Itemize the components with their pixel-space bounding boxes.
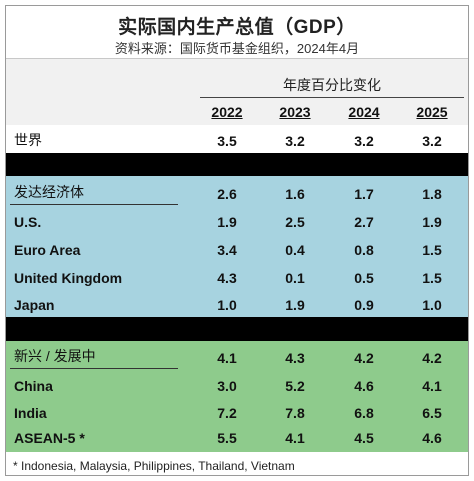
label-underline: [10, 368, 178, 369]
cell-value: 4.1: [422, 378, 442, 394]
cell-value: 1.0: [422, 297, 442, 313]
row-label: 新兴 / 发展中: [14, 348, 96, 364]
column-header-band: 年度百分比变化 2022 2023 2024 2025: [6, 58, 468, 125]
row-label: China: [14, 378, 53, 394]
cell-value: 0.8: [354, 242, 374, 258]
year-header-2025: 2025: [416, 104, 448, 120]
year-header-2024: 2024: [348, 104, 380, 120]
cell-value: 1.7: [354, 186, 374, 202]
cell-value: 1.6: [285, 186, 305, 202]
cell-value: 1.5: [422, 270, 442, 286]
cell-value: 1.9: [217, 214, 237, 230]
cell-value: 7.2: [217, 405, 237, 421]
table-row-euro-area: Euro Area 3.4 0.4 0.8 1.5: [6, 242, 468, 264]
emerging-economies-section: 新兴 / 发展中 4.1 4.3 4.2 4.2 China 3.0 5.2 4…: [6, 341, 468, 452]
cell-value: 4.6: [422, 430, 442, 446]
year-header-2022: 2022: [211, 104, 243, 120]
cell-value: 2.5: [285, 214, 305, 230]
cell-value: 4.2: [354, 350, 374, 366]
label-underline: [10, 204, 178, 205]
cell-value: 3.4: [217, 242, 237, 258]
year-header-2023: 2023: [279, 104, 311, 120]
cell-value: 3.0: [217, 378, 237, 394]
table-row-india: India 7.2 7.8 6.8 6.5: [6, 405, 468, 427]
cell-value: 3.2: [285, 133, 305, 149]
cell-value: 4.1: [285, 430, 305, 446]
footnote: * Indonesia, Malaysia, Philippines, Thai…: [13, 459, 295, 473]
row-label: U.S.: [14, 214, 42, 230]
change-header: 年度百分比变化: [283, 77, 381, 93]
cell-value: 0.9: [354, 297, 374, 313]
cell-value: 2.6: [217, 186, 237, 202]
gdp-table-frame: 实际国内生产总值（GDP） 资料来源：国际货币基金组织，2024年4月 年度百分…: [5, 5, 469, 476]
table-row-emerging: 新兴 / 发展中 4.1 4.3 4.2 4.2: [6, 346, 468, 370]
cell-value: 3.5: [217, 133, 237, 149]
row-label: 发达经济体: [14, 184, 84, 200]
row-label: United Kingdom: [14, 270, 123, 286]
cell-value: 4.1: [217, 350, 237, 366]
cell-value: 6.8: [354, 405, 374, 421]
cell-value: 2.7: [354, 214, 374, 230]
cell-value: 7.8: [285, 405, 305, 421]
cell-value: 0.4: [285, 242, 305, 258]
cell-value: 4.3: [285, 350, 305, 366]
source-subtitle: 资料来源：国际货币基金组织，2024年4月: [114, 41, 360, 56]
cell-value: 4.6: [354, 378, 374, 394]
row-label: ASEAN-5 *: [14, 430, 85, 446]
table-row-world: 世界 3.5 3.2 3.2 3.2: [6, 130, 468, 152]
cell-value: 1.9: [422, 214, 442, 230]
cell-value: 1.5: [422, 242, 442, 258]
row-label: India: [14, 405, 47, 421]
cell-value: 1.9: [285, 297, 305, 313]
row-label: Euro Area: [14, 242, 81, 258]
cell-value: 5.5: [217, 430, 237, 446]
header-rule: [200, 97, 464, 98]
page-title: 实际国内生产总值（GDP）: [118, 17, 356, 38]
section-separator: [6, 317, 468, 341]
table-row-china: China 3.0 5.2 4.6 4.1: [6, 378, 468, 400]
advanced-economies-section: 发达经济体 2.6 1.6 1.7 1.8 U.S. 1.9 2.5 2.7 1…: [6, 176, 468, 317]
cell-value: 1.8: [422, 186, 442, 202]
cell-value: 0.5: [354, 270, 374, 286]
cell-value: 0.1: [285, 270, 305, 286]
cell-value: 6.5: [422, 405, 442, 421]
section-separator: [6, 153, 468, 176]
cell-value: 5.2: [285, 378, 305, 394]
table-row-united-kingdom: United Kingdom 4.3 0.1 0.5 1.5: [6, 270, 468, 292]
table-row-advanced: 发达经济体 2.6 1.6 1.7 1.8: [6, 182, 468, 206]
cell-value: 4.2: [422, 350, 442, 366]
cell-value: 4.5: [354, 430, 374, 446]
table-row-japan: Japan 1.0 1.9 0.9 1.0: [6, 297, 468, 319]
table-row-us: U.S. 1.9 2.5 2.7 1.9: [6, 214, 468, 236]
cell-value: 4.3: [217, 270, 237, 286]
cell-value: 3.2: [354, 133, 374, 149]
row-label: Japan: [14, 297, 55, 313]
row-label: 世界: [14, 132, 42, 148]
cell-value: 3.2: [422, 133, 442, 149]
cell-value: 1.0: [217, 297, 237, 313]
table-row-asean-5: ASEAN-5 * 5.5 4.1 4.5 4.6: [6, 430, 468, 452]
